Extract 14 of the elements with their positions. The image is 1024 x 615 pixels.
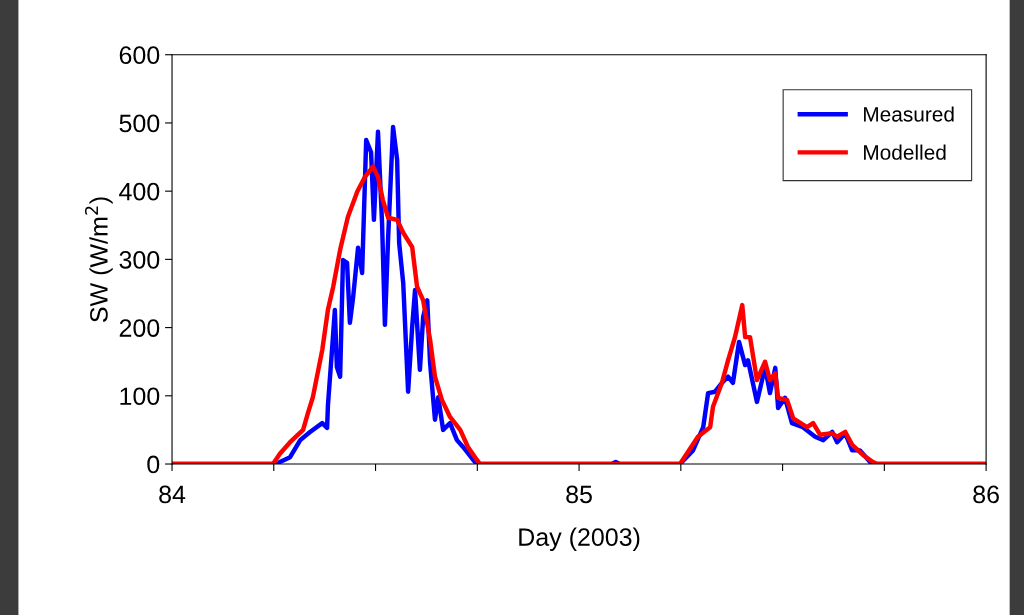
- y-tick-label: 100: [120, 387, 160, 406]
- y-tick-label: 200: [119, 319, 160, 337]
- y-tick-label: 600: [119, 46, 160, 65]
- x-tick-label: 85: [566, 485, 592, 504]
- legend-label: Modelled: [864, 144, 946, 160]
- y-tick-label: 400: [119, 182, 160, 201]
- y-tick-label: 0: [147, 455, 160, 474]
- x-tick-label: 86: [973, 485, 999, 504]
- y-tick-label: 500: [119, 114, 160, 133]
- y-tick-label: 300: [119, 250, 160, 269]
- x-axis-title: Day (2003): [519, 527, 640, 551]
- y-axis-title: SW (W/m$^{2}$): [84, 197, 113, 322]
- legend-label: Measured: [864, 106, 954, 122]
- x-tick-label: 84: [159, 485, 186, 504]
